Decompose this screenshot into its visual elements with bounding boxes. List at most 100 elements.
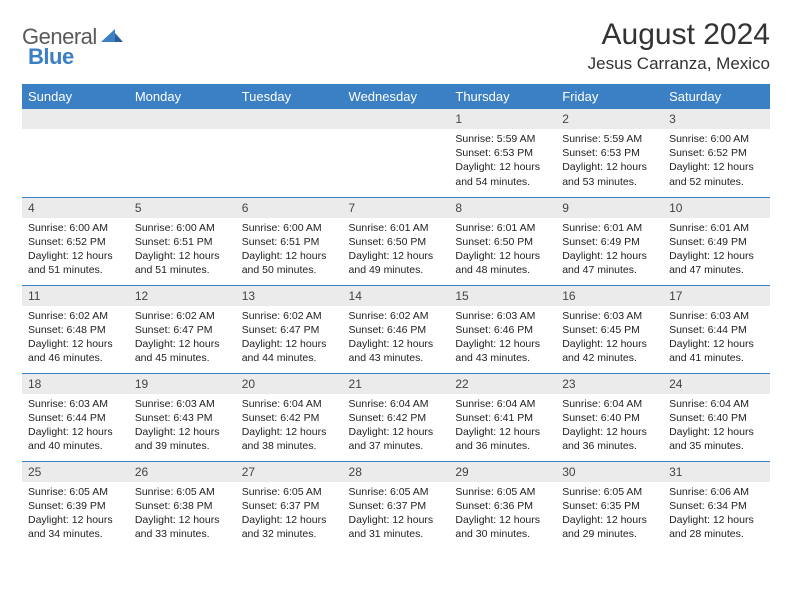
calendar-day-cell: 28Sunrise: 6:05 AMSunset: 6:37 PMDayligh… <box>343 461 450 549</box>
day-number: 12 <box>129 286 236 306</box>
calendar-day-cell: 23Sunrise: 6:04 AMSunset: 6:40 PMDayligh… <box>556 373 663 461</box>
day-details: Sunrise: 6:01 AMSunset: 6:49 PMDaylight:… <box>663 218 770 282</box>
calendar-day-cell: 2Sunrise: 5:59 AMSunset: 6:53 PMDaylight… <box>556 109 663 197</box>
day-number: 25 <box>22 462 129 482</box>
daylight-text: Daylight: 12 hours and 42 minutes. <box>562 337 657 365</box>
day-number: 4 <box>22 198 129 218</box>
sunset-text: Sunset: 6:37 PM <box>242 499 337 513</box>
day-number: 24 <box>663 374 770 394</box>
calendar-day-cell: 17Sunrise: 6:03 AMSunset: 6:44 PMDayligh… <box>663 285 770 373</box>
calendar-day-cell: 15Sunrise: 6:03 AMSunset: 6:46 PMDayligh… <box>449 285 556 373</box>
day-details: Sunrise: 6:05 AMSunset: 6:35 PMDaylight:… <box>556 482 663 546</box>
calendar-day-cell: 22Sunrise: 6:04 AMSunset: 6:41 PMDayligh… <box>449 373 556 461</box>
calendar-week-row: 4Sunrise: 6:00 AMSunset: 6:52 PMDaylight… <box>22 197 770 285</box>
day-number: 20 <box>236 374 343 394</box>
daylight-text: Daylight: 12 hours and 52 minutes. <box>669 160 764 188</box>
day-details: Sunrise: 6:04 AMSunset: 6:41 PMDaylight:… <box>449 394 556 458</box>
sunset-text: Sunset: 6:42 PM <box>242 411 337 425</box>
sunrise-text: Sunrise: 6:03 AM <box>135 397 230 411</box>
daylight-text: Daylight: 12 hours and 35 minutes. <box>669 425 764 453</box>
daylight-text: Daylight: 12 hours and 44 minutes. <box>242 337 337 365</box>
sunrise-text: Sunrise: 6:02 AM <box>28 309 123 323</box>
day-number: 8 <box>449 198 556 218</box>
day-details: Sunrise: 6:05 AMSunset: 6:39 PMDaylight:… <box>22 482 129 546</box>
day-number: 23 <box>556 374 663 394</box>
sunrise-text: Sunrise: 6:05 AM <box>562 485 657 499</box>
daylight-text: Daylight: 12 hours and 33 minutes. <box>135 513 230 541</box>
sunset-text: Sunset: 6:44 PM <box>669 323 764 337</box>
weekday-header: Friday <box>556 84 663 109</box>
sunrise-text: Sunrise: 6:03 AM <box>455 309 550 323</box>
sunset-text: Sunset: 6:53 PM <box>562 146 657 160</box>
day-details: Sunrise: 6:04 AMSunset: 6:40 PMDaylight:… <box>663 394 770 458</box>
day-number: 22 <box>449 374 556 394</box>
calendar-day-cell: 31Sunrise: 6:06 AMSunset: 6:34 PMDayligh… <box>663 461 770 549</box>
sunset-text: Sunset: 6:51 PM <box>135 235 230 249</box>
calendar-day-cell: 19 Sunrise: 6:03 AMSunset: 6:43 PMDayligh… <box>129 373 236 461</box>
sunrise-text: Sunrise: 6:01 AM <box>669 221 764 235</box>
calendar-day-cell: 14Sunrise: 6:02 AMSunset: 6:46 PMDayligh… <box>343 285 450 373</box>
month-title: August 2024 <box>588 18 770 52</box>
logo-text-blue: Blue <box>28 44 74 69</box>
calendar-day-cell: 30Sunrise: 6:05 AMSunset: 6:35 PMDayligh… <box>556 461 663 549</box>
daylight-text: Daylight: 12 hours and 49 minutes. <box>349 249 444 277</box>
daylight-text: Daylight: 12 hours and 51 minutes. <box>28 249 123 277</box>
daylight-text: Daylight: 12 hours and 54 minutes. <box>455 160 550 188</box>
day-number: 19 <box>129 374 236 394</box>
sunset-text: Sunset: 6:51 PM <box>242 235 337 249</box>
weekday-header: Thursday <box>449 84 556 109</box>
sunrise-text: Sunrise: 6:03 AM <box>28 397 123 411</box>
sunrise-text: Sunrise: 6:00 AM <box>135 221 230 235</box>
day-details: Sunrise: 5:59 AMSunset: 6:53 PMDaylight:… <box>556 129 663 193</box>
day-number: 21 <box>343 374 450 394</box>
daylight-text: Daylight: 12 hours and 48 minutes. <box>455 249 550 277</box>
sunset-text: Sunset: 6:49 PM <box>669 235 764 249</box>
daylight-text: Daylight: 12 hours and 31 minutes. <box>349 513 444 541</box>
calendar-day-cell: 3Sunrise: 6:00 AMSunset: 6:52 PMDaylight… <box>663 109 770 197</box>
sunrise-text: Sunrise: 6:04 AM <box>562 397 657 411</box>
day-details: Sunrise: 6:01 AMSunset: 6:50 PMDaylight:… <box>449 218 556 282</box>
day-details: Sunrise: 6:00 AMSunset: 6:51 PMDaylight:… <box>236 218 343 282</box>
logo-blue-row: Blue <box>28 44 74 70</box>
sunrise-text: Sunrise: 6:00 AM <box>28 221 123 235</box>
daylight-text: Daylight: 12 hours and 46 minutes. <box>28 337 123 365</box>
calendar-day-cell: 9Sunrise: 6:01 AMSunset: 6:49 PMDaylight… <box>556 197 663 285</box>
day-details: Sunrise: 6:02 AMSunset: 6:47 PMDaylight:… <box>236 306 343 370</box>
day-number: 18 <box>22 374 129 394</box>
calendar-week-row: 11Sunrise: 6:02 AMSunset: 6:48 PMDayligh… <box>22 285 770 373</box>
calendar-week-row: 25Sunrise: 6:05 AMSunset: 6:39 PMDayligh… <box>22 461 770 549</box>
calendar-day-cell <box>22 109 129 197</box>
weekday-header: Saturday <box>663 84 770 109</box>
day-number: 16 <box>556 286 663 306</box>
daylight-text: Daylight: 12 hours and 36 minutes. <box>455 425 550 453</box>
day-details: Sunrise: 6:05 AMSunset: 6:36 PMDaylight:… <box>449 482 556 546</box>
day-number: 9 <box>556 198 663 218</box>
daylight-text: Daylight: 12 hours and 51 minutes. <box>135 249 230 277</box>
calendar-day-cell: 16Sunrise: 6:03 AMSunset: 6:45 PMDayligh… <box>556 285 663 373</box>
calendar-day-cell: 7Sunrise: 6:01 AMSunset: 6:50 PMDaylight… <box>343 197 450 285</box>
sunset-text: Sunset: 6:50 PM <box>349 235 444 249</box>
sunrise-text: Sunrise: 6:00 AM <box>242 221 337 235</box>
sunrise-text: Sunrise: 5:59 AM <box>455 132 550 146</box>
sunrise-text: Sunrise: 6:04 AM <box>669 397 764 411</box>
logo-triangle-icon <box>101 26 123 47</box>
day-number: 6 <box>236 198 343 218</box>
calendar-week-row: 18Sunrise: 6:03 AMSunset: 6:44 PMDayligh… <box>22 373 770 461</box>
daylight-text: Daylight: 12 hours and 40 minutes. <box>28 425 123 453</box>
day-details: Sunrise: 6:01 AMSunset: 6:50 PMDaylight:… <box>343 218 450 282</box>
calendar-day-cell: 20Sunrise: 6:04 AMSunset: 6:42 PMDayligh… <box>236 373 343 461</box>
daylight-text: Daylight: 12 hours and 39 minutes. <box>135 425 230 453</box>
day-details: Sunrise: 6:03 AMSunset: 6:44 PMDaylight:… <box>663 306 770 370</box>
sunset-text: Sunset: 6:41 PM <box>455 411 550 425</box>
sunset-text: Sunset: 6:52 PM <box>669 146 764 160</box>
daylight-text: Daylight: 12 hours and 38 minutes. <box>242 425 337 453</box>
day-number: 17 <box>663 286 770 306</box>
day-number: 14 <box>343 286 450 306</box>
day-details: Sunrise: 6:04 AMSunset: 6:42 PMDaylight:… <box>343 394 450 458</box>
sunset-text: Sunset: 6:49 PM <box>562 235 657 249</box>
calendar-day-cell: 24Sunrise: 6:04 AMSunset: 6:40 PMDayligh… <box>663 373 770 461</box>
sunset-text: Sunset: 6:43 PM <box>135 411 230 425</box>
day-details: Sunrise: 6:06 AMSunset: 6:34 PMDaylight:… <box>663 482 770 546</box>
daylight-text: Daylight: 12 hours and 37 minutes. <box>349 425 444 453</box>
day-details: Sunrise: 6:05 AMSunset: 6:38 PMDaylight:… <box>129 482 236 546</box>
